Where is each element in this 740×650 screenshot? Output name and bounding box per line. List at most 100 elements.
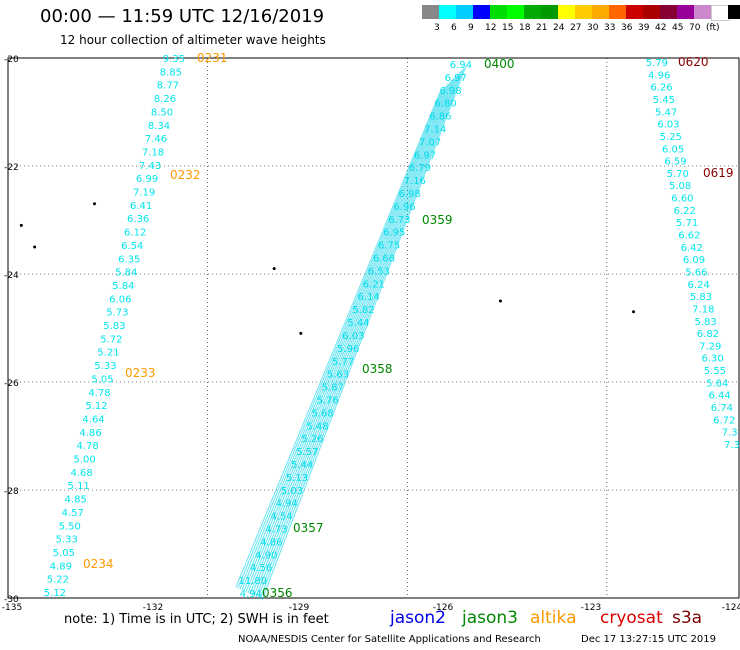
jason3-value: 5.44 bbox=[291, 460, 313, 471]
jason3-value: 5.57 bbox=[296, 447, 318, 458]
y-tick-label: -26 bbox=[4, 379, 19, 389]
jason3-track-band bbox=[253, 73, 459, 597]
altika-value: 5.73 bbox=[106, 308, 128, 319]
altika-value: 4.78 bbox=[76, 441, 98, 452]
y-tick-label: -20 bbox=[4, 55, 19, 65]
y-tick-label: -22 bbox=[4, 163, 19, 173]
altika-value: 5.84 bbox=[112, 281, 134, 292]
jason3-value: 5.03 bbox=[281, 486, 303, 497]
jason3-value: 4.90 bbox=[255, 550, 277, 561]
credit-line: NOAA/NESDIS Center for Satellite Applica… bbox=[238, 634, 541, 645]
legend-swatch bbox=[609, 5, 626, 19]
jason3-track-band bbox=[259, 67, 465, 600]
jason3-track-band bbox=[249, 77, 455, 595]
jason3-value: 4.94 bbox=[276, 499, 298, 510]
altika-value: 6.41 bbox=[130, 201, 152, 212]
island-dot bbox=[93, 202, 97, 206]
altika-value: 5.22 bbox=[47, 575, 69, 586]
legend-label: 15 bbox=[502, 23, 514, 33]
s3a-value: 5.83 bbox=[695, 317, 717, 328]
altika-value: 5.11 bbox=[68, 481, 90, 492]
altika-value: 8.26 bbox=[154, 94, 176, 105]
jason3-time-label: 0358 bbox=[362, 362, 393, 376]
altika-value: 4.68 bbox=[71, 468, 93, 479]
axis-labels: -135 -132 -129 -126 -123 -124 -20 -22 -24 -26 -28 -… bbox=[2, 55, 740, 613]
s3a-value: 5.25 bbox=[660, 132, 682, 143]
legend-swatch bbox=[592, 5, 609, 19]
legend-swatch bbox=[507, 5, 524, 19]
legend-label: 42 bbox=[655, 23, 667, 33]
altika-value: 8.85 bbox=[160, 67, 182, 78]
y-tick-label: -30 bbox=[4, 595, 19, 605]
legend-swatch bbox=[490, 5, 507, 19]
legend-label: 39 bbox=[638, 23, 650, 33]
altika-value: 4.57 bbox=[62, 508, 84, 519]
jason3-value: 5.48 bbox=[306, 421, 328, 432]
altika-value: 5.12 bbox=[85, 401, 107, 412]
s3a-value: 7.3 bbox=[722, 428, 738, 439]
legend-swatch bbox=[541, 5, 558, 19]
altika-value: 5.21 bbox=[97, 348, 119, 359]
altika-time-label: 0233 bbox=[125, 366, 156, 380]
island-dot bbox=[299, 331, 303, 335]
altika-value: 5.72 bbox=[100, 334, 122, 345]
legend-altika: altika bbox=[530, 608, 577, 628]
s3a-value: 5.70 bbox=[667, 169, 689, 180]
legend-s3a: s3a bbox=[672, 608, 703, 628]
s3a-value: 6.44 bbox=[708, 391, 730, 402]
jason3-track-band bbox=[241, 85, 447, 591]
satellite-tracks: 9.35 8.85 8.77 8.26 8.50 8.34 7.46 7.18 7.43 6.99… bbox=[44, 51, 740, 601]
jason3-value: 5.13 bbox=[286, 473, 308, 484]
legend-swatch bbox=[728, 5, 740, 19]
altika-value: 6.36 bbox=[127, 214, 149, 225]
y-tick-label: -28 bbox=[4, 487, 19, 497]
altika-value: 7.46 bbox=[145, 134, 167, 145]
island-markers bbox=[19, 202, 636, 335]
s3a-value: 4.96 bbox=[648, 70, 670, 81]
legend-swatch bbox=[558, 5, 575, 19]
legend-label: 6 bbox=[451, 23, 457, 33]
altika-value: 5.33 bbox=[56, 535, 78, 546]
legend-label: 9 bbox=[468, 23, 474, 33]
s3a-value: 6.59 bbox=[664, 157, 686, 168]
legend-swatch bbox=[456, 5, 473, 19]
altika-value: 5.05 bbox=[53, 548, 75, 559]
jason3-value: 5.68 bbox=[311, 408, 333, 419]
jason3-value: 4.73 bbox=[265, 524, 287, 535]
s3a-value: 5.47 bbox=[655, 107, 677, 118]
jason3-track-band bbox=[245, 81, 451, 593]
altika-value: 6.06 bbox=[109, 294, 131, 305]
altika-value: 7.19 bbox=[133, 188, 155, 199]
x-tick-label: -129 bbox=[289, 603, 310, 613]
legend-label: 33 bbox=[604, 23, 616, 33]
legend-cryosat: cryosat bbox=[600, 608, 663, 628]
s3a-value: 6.42 bbox=[681, 243, 703, 254]
s3a-value: 5.71 bbox=[676, 218, 698, 229]
jason3-track-band bbox=[237, 89, 443, 589]
legend-swatch bbox=[422, 5, 439, 19]
jason3-time-label: 0359 bbox=[422, 213, 453, 227]
legend-label: 45 bbox=[672, 23, 684, 33]
x-tick-label: -126 bbox=[433, 603, 454, 613]
legend-label: (ft) bbox=[706, 23, 720, 33]
s3a-value: 6.09 bbox=[683, 255, 705, 266]
s3a-value: 5.66 bbox=[685, 267, 707, 278]
altika-value: 6.35 bbox=[118, 254, 140, 265]
s3a-value: 5.55 bbox=[704, 366, 726, 377]
s3a-value: 6.62 bbox=[678, 231, 700, 242]
jason3-value: 4.54 bbox=[270, 512, 292, 523]
altika-value: 8.34 bbox=[148, 121, 170, 132]
jason3-track-band bbox=[255, 71, 461, 598]
legend-swatch bbox=[677, 5, 694, 19]
jason3-track-band bbox=[239, 87, 445, 590]
plot-border bbox=[7, 57, 740, 599]
s3a-value: 7.18 bbox=[692, 304, 714, 315]
legend-swatch bbox=[694, 5, 711, 19]
x-tick-label: -124 bbox=[722, 603, 740, 613]
altika-value: 5.50 bbox=[59, 521, 81, 532]
altika-value: 4.85 bbox=[65, 495, 87, 506]
altika-value: 6.12 bbox=[124, 228, 146, 239]
island-dot bbox=[33, 245, 37, 249]
s3a-value: 6.60 bbox=[671, 194, 693, 205]
